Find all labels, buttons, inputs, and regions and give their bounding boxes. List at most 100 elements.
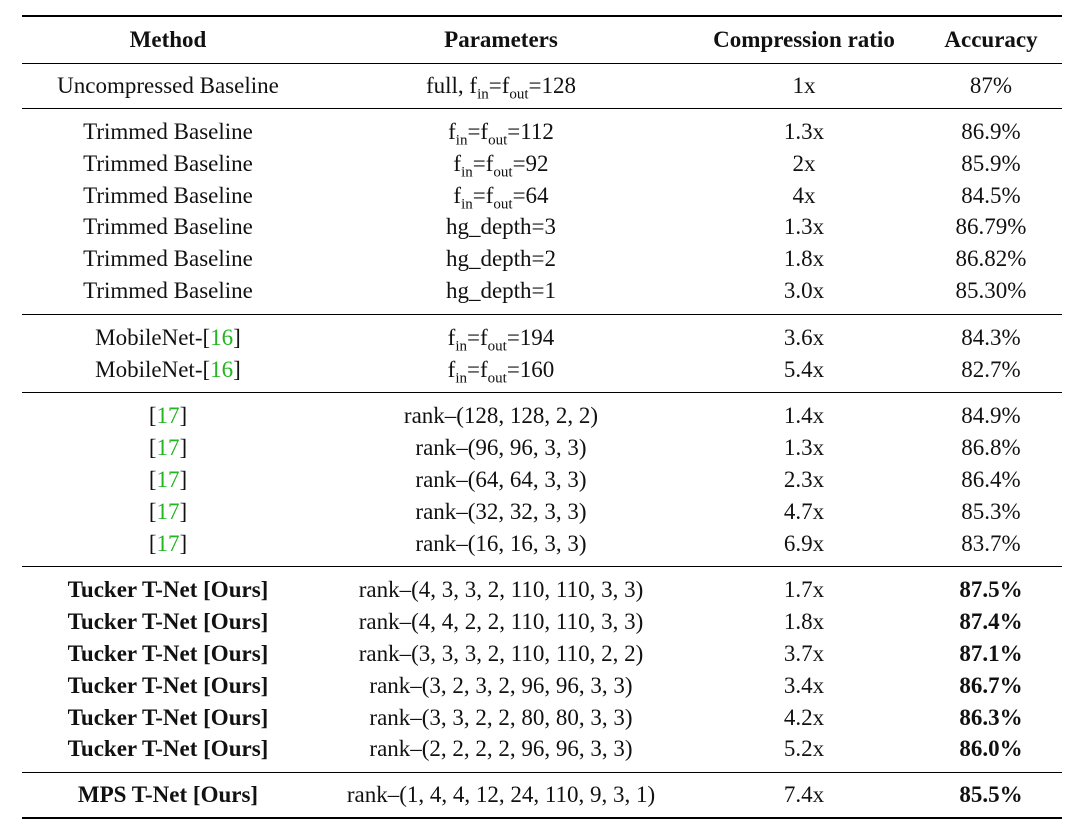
results-table: Method Parameters Compression ratio Accu… xyxy=(22,15,1062,819)
parameters-cell: hg_depth=1 xyxy=(445,277,557,303)
method-cell: Trimmed Baseline xyxy=(83,214,253,240)
citation-link[interactable]: 17 xyxy=(156,498,180,524)
citation-link[interactable]: 17 xyxy=(156,435,180,461)
compression-cell: 3.7x xyxy=(783,640,825,666)
accuracy-cell: 87.4% xyxy=(959,609,1023,635)
table-row: Trimmed Baseline fin=fout=64 4x 84.5% xyxy=(22,180,1062,212)
citation-link[interactable]: 16 xyxy=(210,356,234,382)
compression-cell: 6.9x xyxy=(783,530,825,556)
compression-cell: 3.0x xyxy=(783,277,825,303)
method-cell: [17] xyxy=(148,530,188,556)
method-cell: [17] xyxy=(148,498,188,524)
table-row: Tucker T-Net [Ours] rank–(3, 3, 2, 2, 80… xyxy=(22,702,1062,734)
parameters-cell: rank–(3, 2, 3, 2, 96, 96, 3, 3) xyxy=(369,672,633,698)
parameters-cell: rank–(64, 64, 3, 3) xyxy=(415,466,587,492)
method-cell: Tucker T-Net [Ours] xyxy=(67,609,269,635)
table-row: Trimmed Baseline fin=fout=112 1.3x 86.9% xyxy=(22,109,1062,148)
table-row: Tucker T-Net [Ours] rank–(4, 3, 3, 2, 11… xyxy=(22,567,1062,606)
compression-cell: 1.4x xyxy=(783,403,825,429)
citation-link[interactable]: 17 xyxy=(156,403,180,429)
method-cell: Tucker T-Net [Ours] xyxy=(67,672,269,698)
compression-cell: 3.6x xyxy=(783,324,825,350)
accuracy-cell: 86.3% xyxy=(959,704,1023,730)
accuracy-cell: 82.7% xyxy=(961,356,1021,382)
parameters-cell: fin=fout=112 xyxy=(448,119,554,149)
method-cell: Uncompressed Baseline xyxy=(57,73,279,98)
compression-cell: 2.3x xyxy=(783,466,825,492)
parameters-cell: hg_depth=3 xyxy=(445,214,557,240)
parameters-cell: hg_depth=2 xyxy=(445,246,557,272)
citation-link[interactable]: 16 xyxy=(210,324,234,350)
citation-link[interactable]: 17 xyxy=(156,530,180,556)
compression-cell: 4.2x xyxy=(783,704,825,730)
accuracy-cell: 87.1% xyxy=(959,640,1023,666)
compression-cell: 2x xyxy=(792,150,816,176)
table-row: Tucker T-Net [Ours] rank–(4, 4, 2, 2, 11… xyxy=(22,606,1062,638)
method-cell: [17] xyxy=(148,466,188,492)
method-cell: [17] xyxy=(148,435,188,461)
accuracy-cell: 87.5% xyxy=(959,577,1023,603)
table-row: MobileNet-[16] fin=fout=194 3.6x 84.3% xyxy=(22,314,1062,355)
compression-cell: 1.3x xyxy=(783,435,825,461)
compression-cell: 4x xyxy=(792,182,816,208)
parameters-cell: rank–(2, 2, 2, 2, 96, 96, 3, 3) xyxy=(369,736,633,762)
method-cell: Trimmed Baseline xyxy=(83,246,253,272)
header-compression-ratio: Compression ratio xyxy=(713,27,895,52)
method-cell: [17] xyxy=(148,403,188,429)
parameters-cell: rank–(4, 3, 3, 2, 110, 110, 3, 3) xyxy=(358,577,644,603)
header-row: Method Parameters Compression ratio Accu… xyxy=(22,16,1062,64)
parameters-cell: fin=fout=160 xyxy=(447,356,555,387)
table-row: Trimmed Baseline hg_depth=2 1.8x 86.82% xyxy=(22,243,1062,275)
parameters-cell: fin=fout=194 xyxy=(447,324,555,355)
method-cell: Tucker T-Net [Ours] xyxy=(67,704,269,730)
compression-cell: 1x xyxy=(792,73,816,98)
accuracy-cell: 85.30% xyxy=(955,277,1027,303)
accuracy-cell: 84.9% xyxy=(961,403,1021,429)
parameters-cell: rank–(4, 4, 2, 2, 110, 110, 3, 3) xyxy=(358,609,644,635)
accuracy-cell: 86.7% xyxy=(959,672,1023,698)
table-row: Tucker T-Net [Ours] rank–(3, 3, 3, 2, 11… xyxy=(22,638,1062,670)
parameters-cell: fin=fout=64 xyxy=(453,182,549,213)
method-cell: Trimmed Baseline xyxy=(83,119,253,144)
table-row: MobileNet-[16] fin=fout=160 5.4x 82.7% xyxy=(22,354,1062,393)
compression-cell: 1.3x xyxy=(783,119,825,144)
compression-cell: 1.8x xyxy=(783,609,825,635)
table-row-uncompressed: Uncompressed Baseline full, fin=fout=128… xyxy=(22,64,1062,109)
header-parameters: Parameters xyxy=(444,27,558,52)
compression-cell: 5.4x xyxy=(783,356,825,382)
header-method: Method xyxy=(129,27,207,52)
compression-cell: 1.7x xyxy=(783,577,825,603)
accuracy-cell: 85.3% xyxy=(961,498,1021,524)
table-row: Trimmed Baseline hg_depth=3 1.3x 86.79% xyxy=(22,211,1062,243)
header-accuracy: Accuracy xyxy=(944,27,1038,52)
parameters-cell: fin=fout=92 xyxy=(453,150,549,181)
compression-cell: 4.7x xyxy=(783,498,825,524)
method-cell: Trimmed Baseline xyxy=(83,277,253,303)
method-cell: MobileNet-[16] xyxy=(95,324,241,350)
accuracy-cell: 86.82% xyxy=(955,246,1027,272)
parameters-cell: full, fin=fout=128 xyxy=(425,73,577,103)
accuracy-cell: 85.9% xyxy=(961,150,1021,176)
parameters-cell: rank–(96, 96, 3, 3) xyxy=(415,435,587,461)
accuracy-cell: 85.5% xyxy=(959,782,1023,808)
accuracy-cell: 86.8% xyxy=(961,435,1021,461)
table-row: Trimmed Baseline fin=fout=92 2x 85.9% xyxy=(22,148,1062,180)
accuracy-cell: 86.79% xyxy=(955,214,1027,240)
table-row: Trimmed Baseline hg_depth=1 3.0x 85.30% xyxy=(22,275,1062,314)
parameters-cell: rank–(16, 16, 3, 3) xyxy=(415,530,587,556)
table-row: Tucker T-Net [Ours] rank–(2, 2, 2, 2, 96… xyxy=(22,733,1062,772)
parameters-cell: rank–(128, 128, 2, 2) xyxy=(403,403,599,429)
citation-link[interactable]: 17 xyxy=(156,466,180,492)
method-cell: Tucker T-Net [Ours] xyxy=(67,577,269,603)
table-row: [17] rank–(128, 128, 2, 2) 1.4x 84.9% xyxy=(22,393,1062,432)
compression-cell: 7.4x xyxy=(783,782,825,808)
compression-cell: 3.4x xyxy=(783,672,825,698)
table-row: [17] rank–(96, 96, 3, 3) 1.3x 86.8% xyxy=(22,432,1062,464)
table-row-mps: MPS T-Net [Ours] rank–(1, 4, 4, 12, 24, … xyxy=(22,773,1062,819)
method-cell: Tucker T-Net [Ours] xyxy=(67,736,269,762)
parameters-cell: rank–(3, 3, 3, 2, 110, 110, 2, 2) xyxy=(358,640,644,666)
compression-cell: 1.3x xyxy=(783,214,825,240)
method-cell: MPS T-Net [Ours] xyxy=(77,782,259,808)
method-cell: MobileNet-[16] xyxy=(95,356,241,382)
method-cell: Trimmed Baseline xyxy=(83,182,253,208)
